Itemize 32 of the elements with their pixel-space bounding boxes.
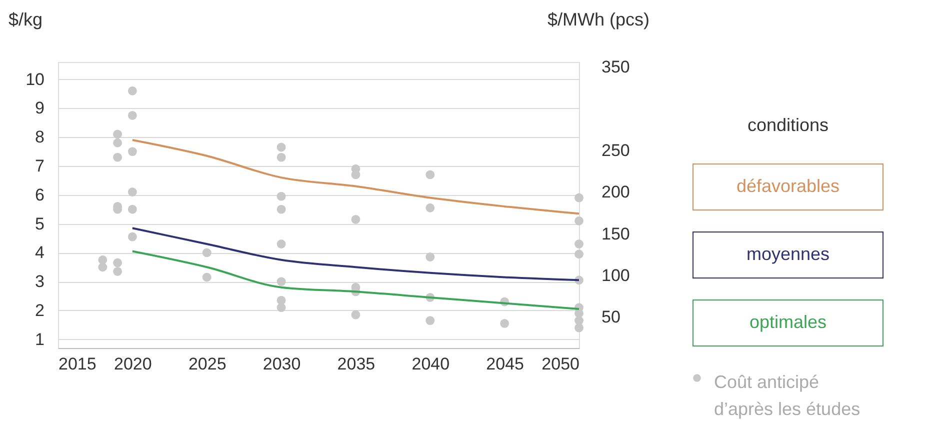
x-tick-label: 2045 [486,354,524,374]
y2-tick-label: 250 [602,140,630,160]
y-tick-label: 9 [35,98,44,118]
y2-tick-label: 50 [602,308,620,327]
y-tick-label: 2 [35,300,44,320]
x-tick-label: 2030 [262,354,301,374]
y2-tick-label: 150 [602,224,630,244]
y-tick-label: 10 [26,70,44,89]
legend-title: conditions [747,115,829,135]
text: moyennes [746,244,830,264]
x-tick-label: 2020 [114,354,152,374]
text: défavorables [736,176,840,196]
y-tick-label: 8 [35,128,44,147]
x-tick-label: 2050 [542,354,580,374]
y-tick-label: 5 [35,214,44,234]
x-tick-label: 2015 [58,354,96,374]
x-tick-label: 2025 [188,354,226,374]
y2-axis-title: $/MWh (pcs) [548,10,650,30]
y-tick-label: 3 [35,272,44,292]
y-tick-label: 7 [35,156,44,176]
x-tick-label: 2035 [337,354,376,374]
y-tick-label: 4 [35,243,44,262]
y-axis-title: $/kg [8,10,43,30]
y-tick-label: 1 [35,330,44,349]
x-tick-label: 2040 [412,354,450,374]
text: optimales [749,312,827,332]
legend-label: Coût anticipé d’après les études [714,372,860,419]
y2-tick-label: 100 [602,266,630,285]
line-series [131,139,580,215]
y-tick-label: 6 [35,185,44,204]
y2-tick-label: 200 [602,182,630,202]
y2-tick-label: 350 [602,58,630,77]
